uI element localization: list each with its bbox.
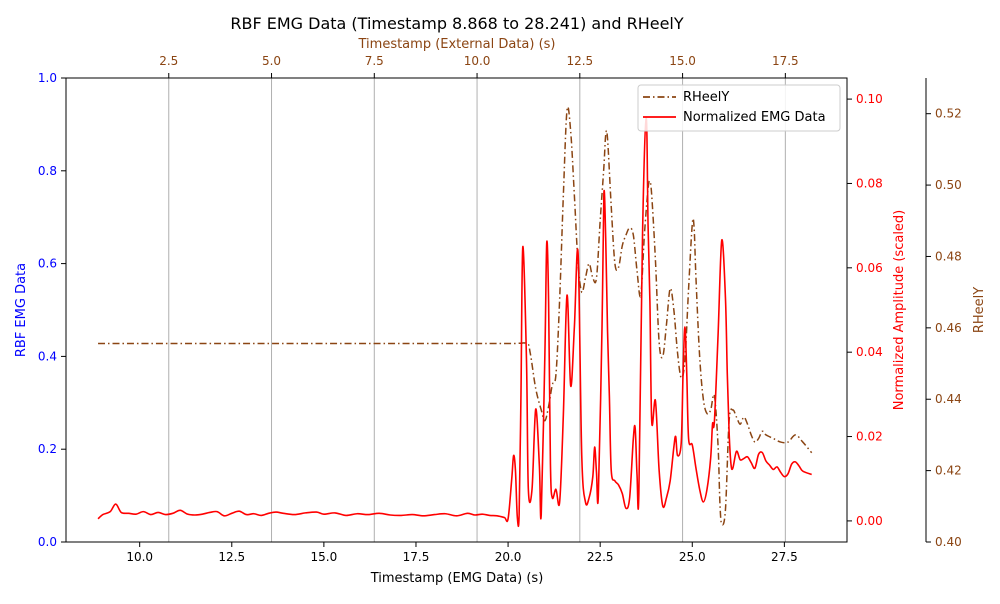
y-far-right-tick-label-1: 0.42: [935, 464, 962, 478]
x-tick-label-3: 17.5: [403, 550, 430, 564]
x-axis-bottom: 10.0 12.5 15.0 17.5 20.0 22.5 25.0 27.5: [126, 542, 798, 564]
x-top-tick-label-6: 17.5: [772, 54, 799, 68]
x-tick-label-6: 25.0: [679, 550, 706, 564]
x-tick-label-7: 27.5: [771, 550, 798, 564]
x-axis-top-label: Timestamp (External Data) (s): [358, 37, 556, 52]
y-far-right-tick-label-2: 0.44: [935, 392, 962, 406]
plot-frame: [65, 77, 848, 543]
legend: RHeelY Normalized EMG Data: [637, 84, 841, 132]
y-left-tick-label-0: 0.0: [38, 535, 57, 549]
y-right-tick-label-5: 0.10: [856, 92, 883, 106]
y-right-tick-label-1: 0.02: [856, 430, 883, 444]
y-far-right-tick-label-6: 0.52: [935, 107, 962, 121]
y-far-right-tick-label-0: 0.40: [935, 535, 962, 549]
y-right-tick-label-3: 0.06: [856, 261, 883, 275]
y-right-tick-label-2: 0.04: [856, 345, 883, 359]
y-axis-left: 0.0 0.2 0.4 0.6 0.8 1.0: [38, 71, 66, 549]
series-layer: [97, 106, 813, 527]
x-top-tick-label-2: 7.5: [365, 54, 384, 68]
y-far-right-tick-label-3: 0.46: [935, 321, 962, 335]
x-top-tick-label-4: 12.5: [566, 54, 593, 68]
y-left-tick-label-3: 0.6: [38, 257, 57, 271]
y-left-tick-label-4: 0.8: [38, 164, 57, 178]
chart-title: RBF EMG Data (Timestamp 8.868 to 28.241)…: [230, 14, 684, 33]
y-axis-right: 0.00 0.02 0.04 0.06 0.08 0.10: [847, 92, 883, 528]
x-top-tick-label-3: 10.0: [464, 54, 491, 68]
y-axis-far-right: 0.40 0.42 0.44 0.46 0.48 0.50 0.52: [925, 78, 962, 549]
x-top-tick-label-1: 5.0: [262, 54, 281, 68]
x-axis-label: Timestamp (EMG Data) (s): [370, 571, 544, 586]
x-tick-label-0: 10.0: [126, 550, 153, 564]
x-tick-label-1: 12.5: [218, 550, 245, 564]
y-axis-left-label: RBF EMG Data: [14, 263, 29, 357]
y-right-tick-label-4: 0.08: [856, 176, 883, 190]
grid-layer: [168, 78, 786, 542]
y-far-right-tick-label-4: 0.48: [935, 249, 962, 263]
series-line-rheely: [98, 106, 813, 526]
x-top-tick-label-0: 2.5: [159, 54, 178, 68]
series-line-normalized-emg: [97, 117, 812, 527]
legend-box: [637, 84, 841, 132]
x-tick-label-2: 15.0: [311, 550, 338, 564]
y-axis-far-right-label: RHeelY: [972, 287, 987, 333]
legend-label-rheely: RHeelY: [683, 90, 729, 105]
x-tick-label-5: 22.5: [587, 550, 614, 564]
y-far-right-tick-label-5: 0.50: [935, 178, 962, 192]
x-top-tick-label-5: 15.0: [669, 54, 696, 68]
y-left-tick-label-2: 0.4: [38, 349, 57, 363]
x-axis-top: 2.5 5.0 7.5 10.0 12.5 15.0 17.5: [159, 54, 799, 78]
legend-label-emg: Normalized EMG Data: [683, 110, 826, 125]
y-left-tick-label-1: 0.2: [38, 442, 57, 456]
y-left-tick-label-5: 1.0: [38, 71, 57, 85]
y-right-tick-label-0: 0.00: [856, 514, 883, 528]
x-tick-label-4: 20.0: [495, 550, 522, 564]
y-axis-right-label: Normalized Amplitude (scaled): [892, 210, 907, 411]
